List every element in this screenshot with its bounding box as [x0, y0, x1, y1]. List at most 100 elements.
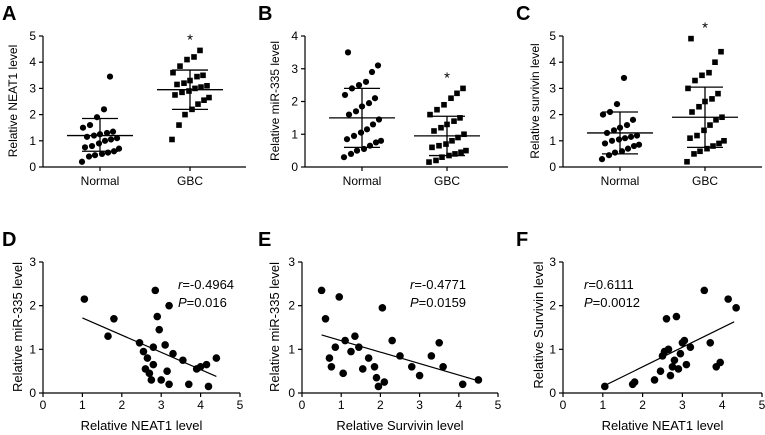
x-tick-label: Normal: [601, 174, 640, 188]
data-point-normal: [343, 136, 351, 143]
x-tick-label: 4: [719, 398, 726, 412]
data-point-gbc: [706, 69, 712, 76]
y-tick-label: 4: [29, 55, 36, 69]
data-point-normal: [344, 49, 352, 56]
y-tick-label: 1: [549, 134, 556, 148]
data-point-gbc: [696, 103, 702, 110]
y-tick-label: 0: [29, 160, 36, 174]
y-tick-label: 0: [288, 386, 295, 400]
y-tick-label: 3: [29, 81, 36, 95]
data-point: [321, 314, 330, 323]
x-tick-label: 3: [416, 398, 423, 412]
data-point: [427, 352, 436, 360]
x-tick-label: GBC: [692, 174, 718, 188]
data-point-gbc: [206, 94, 212, 101]
y-tick-label: 3: [291, 62, 298, 76]
regression-line: [82, 317, 217, 377]
data-point-gbc: [716, 140, 722, 147]
x-tick-label: 4: [197, 398, 204, 412]
data-point-normal: [608, 137, 616, 144]
data-point: [139, 347, 148, 356]
x-tick-label: 0: [560, 398, 567, 412]
y-tick-label: 0: [291, 160, 298, 174]
data-point-normal: [91, 152, 99, 159]
data-point-gbc: [461, 131, 467, 138]
x-axis-label: Relative Survivin level: [336, 418, 463, 433]
data-point: [388, 336, 396, 345]
x-tick-label: 0: [299, 398, 306, 412]
data-point-gbc: [427, 111, 433, 118]
data-point-normal: [109, 128, 117, 135]
data-point-normal: [81, 144, 89, 151]
data-point-normal: [355, 82, 363, 89]
data-point: [724, 295, 732, 303]
y-axis-label: Relative miR-335 level: [10, 262, 25, 392]
data-point-gbc: [701, 127, 707, 134]
data-point: [145, 369, 154, 378]
panel-letter: C: [516, 3, 530, 25]
x-tick-label: 0: [40, 398, 47, 412]
data-point-gbc: [192, 85, 198, 92]
regression-line: [602, 321, 735, 387]
data-point: [153, 312, 162, 321]
y-tick-label: 3: [549, 255, 556, 269]
data-point: [339, 369, 347, 378]
data-point: [317, 286, 326, 295]
data-point-gbc: [694, 132, 700, 139]
data-point-gbc: [443, 141, 449, 147]
data-point-normal: [350, 132, 358, 139]
data-point-normal: [106, 73, 114, 80]
data-point-normal: [78, 158, 86, 165]
data-point-gbc: [172, 92, 178, 98]
data-point-normal: [599, 111, 607, 118]
data-point-normal: [368, 68, 376, 76]
x-axis-label: Relative NEAT1 level: [81, 418, 203, 433]
data-point: [676, 349, 685, 358]
y-tick-label: 0: [549, 160, 556, 174]
x-axis-label: Relative NEAT1 level: [602, 418, 724, 433]
y-axis-label: Relative miR-335 level: [267, 262, 282, 392]
data-point: [202, 360, 211, 369]
data-point-gbc: [713, 117, 719, 123]
data-point-normal: [100, 106, 108, 113]
data-point-normal: [83, 133, 91, 140]
data-point-gbc: [691, 151, 697, 157]
data-point: [662, 314, 671, 323]
data-point-gbc: [452, 151, 458, 157]
y-axis-label: Relative NEAT1 level: [6, 45, 20, 158]
data-point: [664, 345, 673, 354]
data-point: [706, 338, 715, 347]
x-tick-label: 2: [639, 398, 646, 412]
y-tick-label: 1: [291, 127, 298, 141]
data-point-normal: [621, 135, 629, 142]
data-point-gbc: [715, 90, 721, 97]
data-point: [163, 367, 171, 375]
data-point-gbc: [454, 90, 460, 97]
x-tick-label: GBC: [434, 174, 460, 188]
data-point: [407, 363, 416, 371]
data-point-normal: [624, 145, 632, 152]
x-tick-label: GBC: [177, 174, 203, 188]
data-point-normal: [598, 156, 606, 163]
data-point-gbc: [455, 134, 461, 141]
x-tick-label: 1: [599, 398, 606, 412]
data-point-normal: [79, 124, 87, 131]
y-axis-label: Relative miR-335 level: [268, 41, 282, 161]
y-axis-label: Relative Survivin level: [531, 261, 546, 388]
data-point: [732, 304, 740, 312]
data-point-gbc: [431, 128, 437, 134]
y-tick-label: 2: [29, 299, 36, 313]
data-point-gbc: [438, 124, 444, 131]
data-point-gbc: [685, 85, 691, 92]
data-point: [184, 380, 193, 389]
data-point-normal: [615, 136, 623, 143]
data-point-gbc: [457, 115, 463, 121]
data-point-normal: [88, 142, 96, 150]
data-point: [104, 332, 112, 341]
data-point: [143, 354, 152, 362]
r-value-label: r=-0.4964: [178, 277, 234, 292]
data-point-gbc: [458, 149, 464, 156]
data-point-gbc: [689, 109, 695, 115]
data-point-normal: [357, 129, 365, 136]
data-point-gbc: [179, 89, 185, 96]
